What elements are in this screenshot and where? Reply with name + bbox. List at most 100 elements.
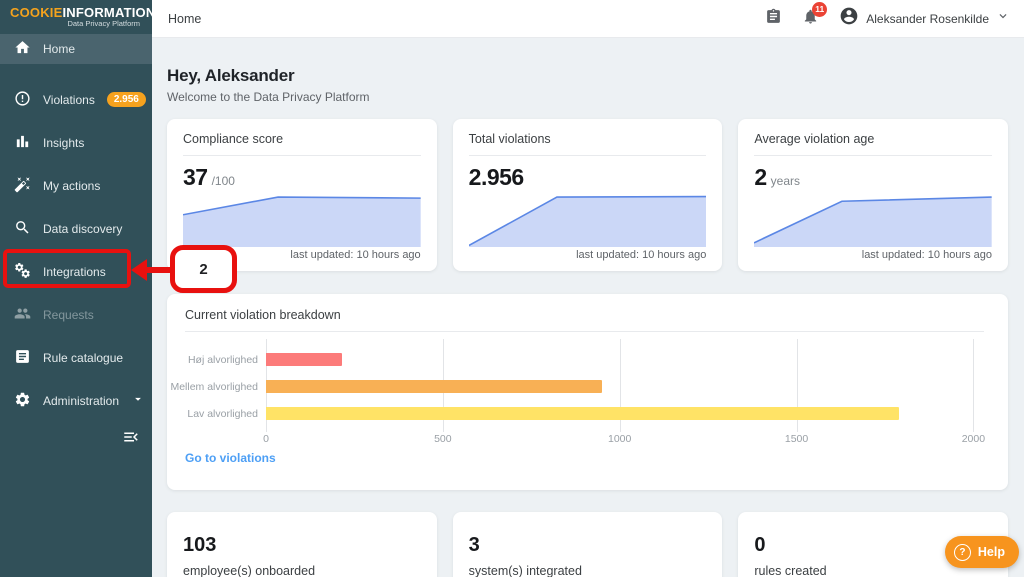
home-icon <box>14 39 31 59</box>
compliance-score-suffix: /100 <box>211 174 235 188</box>
chart-category-labels: Høj alvorlighed Mellem alvorlighed Lav alv… <box>170 346 266 427</box>
notification-count-badge: 11 <box>812 1 828 17</box>
sidebar-item-requests: Requests <box>0 293 152 336</box>
annotation-arrow-line <box>146 267 172 273</box>
systems-integrated-card: 3 system(s) integrated <box>452 512 723 577</box>
go-to-violations-link[interactable]: Go to violations <box>185 451 276 465</box>
alert-circle-icon <box>14 90 31 110</box>
stat-cards-row: Compliance score 37 /100 last updated: 1… <box>167 119 1009 271</box>
average-violation-age-suffix: years <box>770 174 800 188</box>
last-updated-text: last updated: 10 hours ago <box>290 249 421 261</box>
sidebar-item-label: Administration <box>43 393 120 408</box>
summary-cards-row: 103 employee(s) onboarded 3 system(s) in… <box>167 512 1009 577</box>
systems-integrated-label: system(s) integrated <box>468 564 582 577</box>
last-updated-text: last updated: 10 hours ago <box>861 249 993 261</box>
chart-gridline <box>973 339 975 432</box>
chart-bar-2 <box>266 380 602 393</box>
violation-breakdown-card: Current violation breakdown Høj alvorlig… <box>167 294 1008 490</box>
systems-integrated-value: 3 <box>468 534 480 556</box>
last-updated-text: last updated: 10 hours ago <box>576 249 707 261</box>
rule-book-icon <box>14 348 31 368</box>
sidebar-item-rule-catalogue[interactable]: Rule catalogue <box>0 336 152 379</box>
chart-gridline <box>619 339 621 432</box>
sidebar-item-data-discovery[interactable]: Data discovery <box>0 207 152 250</box>
help-button[interactable]: ? Help <box>944 536 1019 568</box>
sidebar-item-label: Violations <box>43 92 95 107</box>
sidebar-item-my-actions[interactable]: My actions <box>0 164 152 207</box>
chart-gridline <box>796 339 798 432</box>
chart-bar-1 <box>266 353 343 366</box>
gear-icon <box>14 391 31 411</box>
sidebar-item-integrations[interactable]: Integrations <box>0 250 152 293</box>
card-title: Total violations <box>468 132 551 146</box>
chart-category-label: Høj alvorlighed <box>187 353 258 366</box>
sidebar-item-insights[interactable]: Insights <box>0 121 152 164</box>
sidebar-collapse-button[interactable] <box>0 422 152 457</box>
total-violations-card: Total violations 2.956 last updated: 10 … <box>452 119 723 271</box>
chart-axis-tick: 1500 <box>784 433 809 445</box>
card-title: Compliance score <box>183 132 284 146</box>
account-menu[interactable]: Aleksander Rosenkilde <box>839 6 1010 31</box>
sidebar-item-label: Requests <box>43 307 94 322</box>
user-name: Aleksander Rosenkilde <box>866 11 989 26</box>
page-title: Hey, Aleksander <box>167 66 295 85</box>
chart-plot-area: 0 500 1000 1500 2000 <box>263 339 985 445</box>
compliance-score-card: Compliance score 37 /100 last updated: 1… <box>167 119 437 271</box>
notifications-button[interactable]: 11 <box>802 1 828 30</box>
chart-category-label: Lav alvorlighed <box>187 407 258 420</box>
sidebar: COOKIEINFORMATION Data Privacy Platform … <box>0 0 155 577</box>
brand-wordmark: COOKIEINFORMATION <box>10 5 155 20</box>
sparkline-chart <box>183 195 421 247</box>
people-icon <box>14 305 31 325</box>
gears-icon <box>14 262 31 282</box>
brand-tagline: Data Privacy Platform <box>67 19 140 28</box>
main-content: Hey, Aleksander Welcome to the Data Priv… <box>152 38 1024 577</box>
collapse-menu-icon <box>122 428 140 451</box>
chart-bar-3 <box>266 407 900 420</box>
chart-category-label: Mellem alvorlighed <box>170 380 258 393</box>
employees-onboarded-label: employee(s) onboarded <box>183 564 316 577</box>
bar-chart-icon <box>14 133 31 153</box>
average-violation-age-card: Average violation age 2 years last updat… <box>738 119 1009 271</box>
chart-axis-tick: 2000 <box>961 433 986 445</box>
compliance-score-value: 37 <box>183 164 208 190</box>
sparkline-chart <box>468 195 707 247</box>
sidebar-item-label: Integrations <box>43 264 106 279</box>
rules-created-label: rules created <box>754 564 827 577</box>
sidebar-item-label: My actions <box>43 178 101 193</box>
employees-onboarded-card: 103 employee(s) onboarded <box>167 512 437 577</box>
card-title: Average violation age <box>754 132 875 146</box>
total-violations-value: 2.956 <box>468 164 525 190</box>
average-violation-age-value: 2 <box>754 164 767 190</box>
sidebar-item-label: Data discovery <box>43 221 123 236</box>
chart-axis-tick: 500 <box>434 433 452 445</box>
chevron-down-icon <box>996 9 1010 28</box>
sidebar-item-label: Rule catalogue <box>43 350 124 365</box>
chart-axis-tick: 1000 <box>608 433 632 445</box>
annotation-step-badge: 2 <box>170 245 237 293</box>
sparkline-chart <box>754 195 993 247</box>
chevron-down-icon <box>131 392 145 409</box>
top-bar: Home 11 Aleksander Rosenkilde <box>152 0 1024 38</box>
rules-created-value: 0 <box>754 534 766 556</box>
violation-breakdown-chart: Høj alvorlighed Mellem alvorlighed Lav alv… <box>170 339 985 445</box>
sidebar-item-label: Insights <box>43 135 85 150</box>
annotation-highlight-rect <box>3 249 131 288</box>
annotation-arrow-head <box>131 259 147 281</box>
brand-part1: COOKIE <box>10 5 63 20</box>
chart-axis-tick: 0 <box>263 433 269 445</box>
clipboard-icon[interactable] <box>765 8 782 30</box>
page-subtitle: Welcome to the Data Privacy Platform <box>167 90 370 104</box>
sidebar-item-home[interactable]: Home <box>0 34 152 64</box>
help-button-label: Help <box>977 545 1005 559</box>
sidebar-item-administration[interactable]: Administration <box>0 379 152 422</box>
violations-count-badge: 2.956 <box>106 92 146 107</box>
chart-title: Current violation breakdown <box>185 308 341 322</box>
brand-part2: INFORMATION <box>62 5 156 20</box>
avatar-icon <box>839 6 859 31</box>
employees-onboarded-value: 103 <box>183 534 217 556</box>
brand-logo: COOKIEINFORMATION Data Privacy Platform <box>0 0 155 34</box>
sidebar-item-violations[interactable]: Violations 2.956 <box>0 78 152 121</box>
sidebar-item-label: Home <box>43 42 76 56</box>
